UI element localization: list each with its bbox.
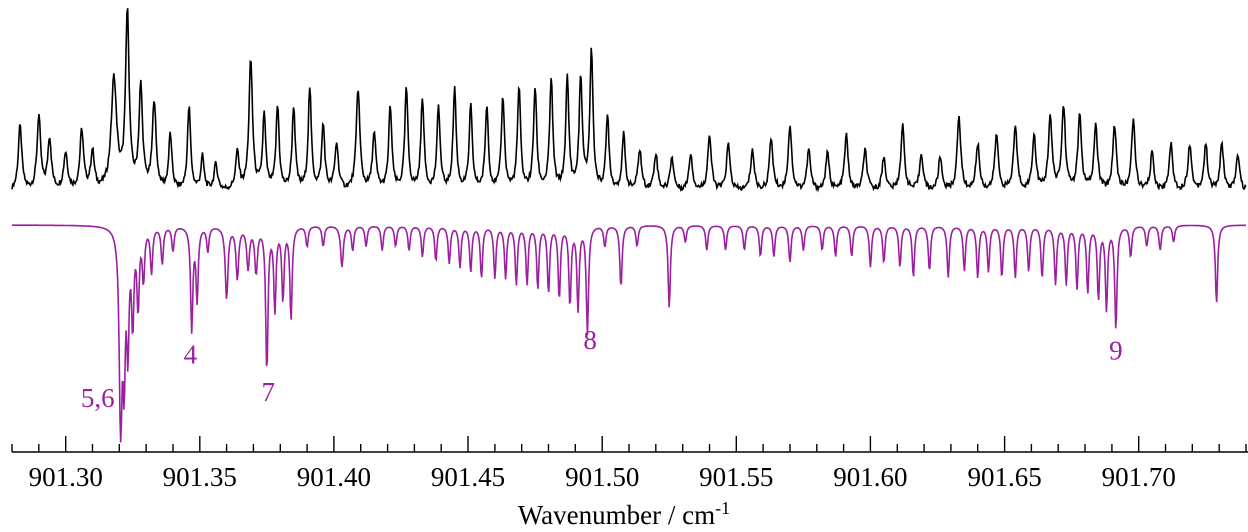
x-tick-label: 901.40 — [297, 462, 371, 492]
x-axis-title-text: Wavenumber / cm — [518, 500, 715, 530]
x-tick-label: 901.35 — [163, 462, 237, 492]
experimental-trace — [11, 8, 1247, 193]
x-axis: 901.30 901.35 901.40 901.45 901.50 901.55 901.… — [11, 436, 1248, 492]
x-tick-label: 901.45 — [431, 462, 505, 492]
experimental-spectrum — [11, 8, 1247, 193]
peak-label-8: 8 — [583, 325, 597, 355]
peak-label-5-6: 5,6 — [81, 383, 115, 413]
x-tick-label: 901.65 — [967, 462, 1041, 492]
peak-label-9: 9 — [1109, 336, 1123, 366]
x-tick-label: 901.70 — [1102, 462, 1176, 492]
x-tick-label: 901.60 — [833, 462, 907, 492]
peak-label-4: 4 — [184, 340, 198, 370]
x-axis-title: Wavenumber / cm-1 — [518, 498, 730, 530]
x-tick-label: 901.50 — [565, 462, 639, 492]
peak-label-7: 7 — [261, 377, 275, 407]
x-tick-label: 901.30 — [29, 462, 103, 492]
peak-annotations: 5,6 4 7 8 9 — [81, 325, 1123, 413]
x-tick-label: 901.55 — [699, 462, 773, 492]
x-axis-title-superscript: -1 — [715, 498, 730, 518]
simulated-spectrum — [12, 224, 1247, 443]
simulated-trace — [12, 224, 1247, 443]
